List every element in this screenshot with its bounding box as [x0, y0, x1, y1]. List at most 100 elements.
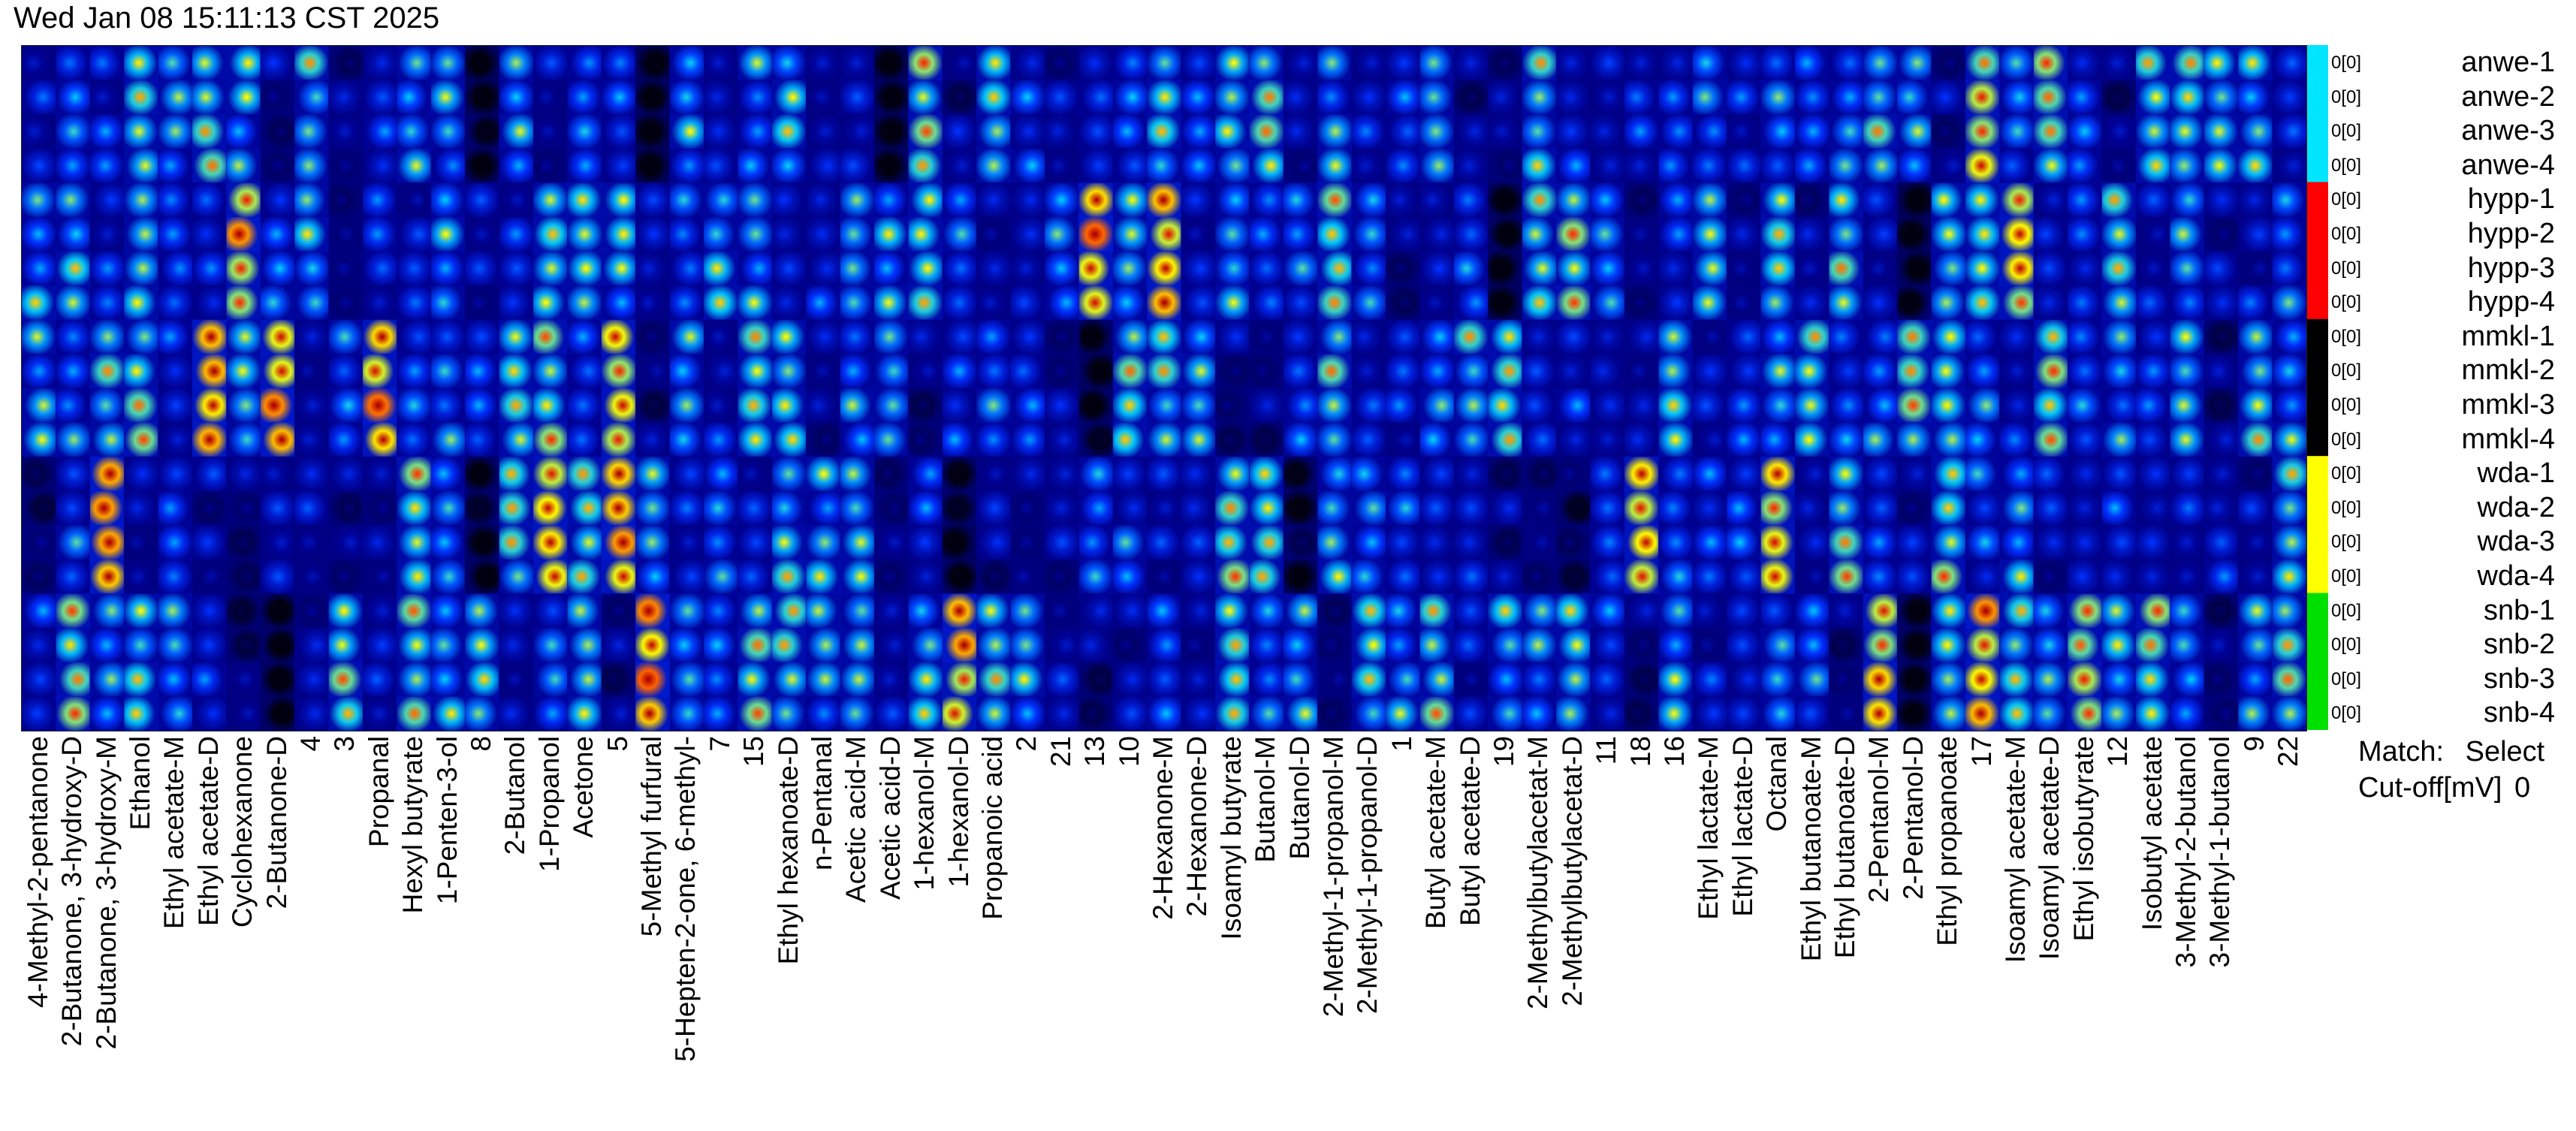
compound-label: 4-Methyl-2-pentanone	[22, 736, 53, 1008]
compound-label: 17	[1965, 736, 1997, 768]
group-bar-segment	[2307, 559, 2328, 594]
compound-label: 12	[2102, 736, 2134, 768]
compound-label: Ethyl acetate-M	[158, 736, 190, 930]
sample-label: mmkl-3	[2461, 389, 2555, 421]
compound-label: 2-Butanone, 3-hydroxy-D	[56, 736, 88, 1047]
compound-label: 5-Methyl furfural	[635, 736, 667, 937]
compound-label: 2-Methyl-1-propanol-M	[1318, 736, 1349, 1018]
group-bar-segment	[2307, 456, 2328, 491]
sample-label: mmkl-4	[2461, 423, 2555, 455]
compound-label: 7	[704, 736, 735, 752]
compound-label: 2-Methylbutylacetat-M	[1522, 736, 1554, 1009]
compound-label: 5	[602, 736, 633, 752]
compound-label: 1-hexanol-D	[943, 736, 974, 888]
compound-label: Ethyl lactate-D	[1727, 736, 1758, 917]
compound-label: 8	[465, 736, 496, 752]
compound-label: 13	[1079, 736, 1111, 768]
group-bar-segment	[2307, 285, 2328, 320]
sample-value: 0[0]	[2331, 566, 2362, 587]
group-bar-segment	[2307, 661, 2328, 696]
sample-value: 0[0]	[2331, 360, 2362, 382]
sample-label: anwe-1	[2461, 47, 2555, 78]
compound-label: 5-Hepten-2-one, 6-methyl-	[670, 736, 701, 1062]
compound-label: 2-Methylbutylacetat-D	[1556, 736, 1588, 1006]
group-bar-segment	[2307, 45, 2328, 80]
cutoff-label: Cut-off[mV]	[2358, 772, 2502, 804]
compound-label: Ethyl propanoate	[1932, 736, 1963, 946]
group-bar-segment	[2307, 250, 2328, 285]
group-bar-segment	[2307, 216, 2328, 252]
sample-label: anwe-3	[2461, 115, 2555, 147]
compound-label: 15	[738, 736, 770, 768]
cutoff-info: Cut-off[mV] 0	[2358, 772, 2530, 804]
compound-label: 22	[2273, 736, 2304, 768]
sample-value: 0[0]	[2331, 429, 2362, 450]
sample-value: 0[0]	[2331, 668, 2362, 689]
group-bar-segment	[2307, 353, 2328, 388]
compound-label: 2-Hexanone-M	[1148, 736, 1178, 920]
group-bar-segment	[2307, 113, 2328, 149]
compound-label: Ethyl acetate-D	[192, 736, 224, 926]
compound-label: Hexyl butyrate	[397, 736, 429, 914]
sample-value: 0[0]	[2331, 326, 2362, 347]
compound-label: 4	[294, 736, 326, 752]
sample-value: 0[0]	[2331, 53, 2362, 73]
compound-label: 21	[1045, 736, 1076, 768]
sample-value: 0[0]	[2331, 121, 2362, 142]
sample-label: snb-2	[2483, 629, 2555, 661]
match-value: Select	[2465, 736, 2545, 768]
compound-label: Butyl acetate-D	[1454, 736, 1486, 926]
compound-label: Butanol-M	[1250, 736, 1281, 863]
group-bar-segment	[2307, 627, 2328, 662]
group-bar-segment	[2307, 147, 2328, 182]
compound-label: Cyclohexanone	[227, 736, 258, 928]
compound-label: Isoamyl acetate-M	[2000, 736, 2032, 964]
sample-value: 0[0]	[2331, 497, 2362, 518]
compound-label: 2-Pentanol-M	[1863, 736, 1895, 903]
compound-label: Ethyl isobutyrate	[2068, 736, 2099, 942]
compound-label: Ethyl butanoate-M	[1795, 736, 1826, 962]
compound-label: 9	[2238, 736, 2270, 752]
compound-label: 1	[1386, 736, 1417, 752]
cutoff-value: 0	[2514, 772, 2531, 804]
match-label: Match:	[2358, 736, 2445, 768]
compound-label: Isoamyl acetate-D	[2034, 736, 2065, 961]
compound-label: 2-Hexanone-D	[1181, 736, 1213, 917]
sample-value: 0[0]	[2331, 463, 2362, 484]
group-bar-segment	[2307, 695, 2328, 730]
sample-label: hypp-3	[2467, 252, 2555, 284]
compound-label: 10	[1113, 736, 1145, 768]
compound-label: 1-hexanol-M	[909, 736, 940, 891]
group-bar-segment	[2307, 490, 2328, 525]
compound-label: Ethyl butanoate-D	[1829, 736, 1861, 959]
compound-label: Isobutyl acetate	[2136, 736, 2167, 931]
compound-label: 2-Butanone-D	[261, 736, 292, 909]
sample-label: wda-1	[2477, 457, 2556, 490]
timestamp: Wed Jan 08 15:11:13 CST 2025	[14, 2, 440, 35]
sample-value: 0[0]	[2331, 189, 2362, 210]
sample-value: 0[0]	[2331, 224, 2362, 244]
sample-label: wda-3	[2477, 526, 2556, 558]
compound-label: Propanal	[363, 736, 394, 848]
sample-value: 0[0]	[2331, 703, 2362, 724]
gallery-plot-heatmap	[21, 45, 2307, 731]
compound-label: Ethyl hexanoate-D	[772, 736, 804, 965]
compound-label: Butyl acetate-M	[1420, 736, 1452, 930]
sample-label: mmkl-1	[2461, 320, 2555, 352]
group-bar-segment	[2307, 182, 2328, 217]
compound-label: 2-Butanol	[499, 736, 531, 855]
sample-value: 0[0]	[2331, 532, 2362, 553]
compound-label: Butanol-D	[1283, 736, 1315, 860]
sample-label: hypp-2	[2467, 218, 2555, 249]
sample-label: anwe-2	[2461, 80, 2555, 113]
compound-label: 1-Penten-3-ol	[431, 736, 463, 905]
sample-label: wda-4	[2477, 560, 2556, 592]
sample-value: 0[0]	[2331, 86, 2362, 107]
compound-label: 2	[1011, 736, 1042, 752]
sample-value: 0[0]	[2331, 258, 2362, 279]
sample-label: snb-1	[2483, 594, 2555, 626]
compound-label: 1-Propanol	[533, 736, 565, 873]
compound-label: 2-Butanone, 3-hydroxy-M	[90, 736, 122, 1050]
group-bar-segment	[2307, 524, 2328, 559]
sample-label: hypp-1	[2467, 183, 2555, 216]
